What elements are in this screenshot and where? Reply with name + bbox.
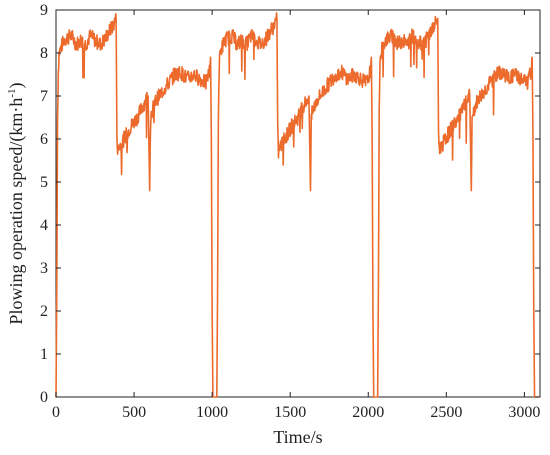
- y-tick-label: 1: [40, 346, 48, 363]
- y-tick-label: 4: [40, 217, 48, 234]
- y-tick-label: 0: [40, 389, 48, 406]
- y-axis-label-main: Plowing operation speed/(km·h: [6, 98, 27, 325]
- plot-frame: [55, 9, 541, 398]
- y-tick-label: 5: [40, 174, 48, 191]
- y-axis-ticks: 0 1 2 3 4 5 6 7 8 9: [40, 2, 540, 406]
- y-axis-label: Plowing operation speed/(km·h-1): [6, 82, 27, 324]
- series-line: [55, 12, 540, 398]
- y-tick-label: 8: [40, 45, 48, 62]
- x-tick-label: 0: [52, 404, 60, 421]
- plot-area: 0 500 1000 1500 2000 2500 3000 0 1 2 3 4 5 6 7 8 9: [40, 2, 541, 421]
- x-tick-label: 500: [122, 404, 146, 421]
- x-tick-label: 1500: [274, 404, 306, 421]
- y-axis-label-superscript: -1: [6, 88, 18, 97]
- y-tick-label: 3: [40, 260, 48, 277]
- x-tick-label: 2500: [430, 404, 462, 421]
- y-tick-label: 7: [40, 88, 48, 105]
- y-axis-label-close: ): [6, 82, 27, 88]
- y-tick-label: 9: [40, 2, 48, 19]
- x-tick-label: 1000: [196, 404, 228, 421]
- x-tick-label: 2000: [352, 404, 384, 421]
- x-tick-label: 3000: [508, 404, 540, 421]
- x-axis-ticks: 0 500 1000 1500 2000 2500 3000: [52, 10, 540, 421]
- x-axis-label: Time/s: [273, 427, 322, 447]
- y-tick-label: 2: [40, 303, 48, 320]
- y-tick-label: 6: [40, 131, 48, 148]
